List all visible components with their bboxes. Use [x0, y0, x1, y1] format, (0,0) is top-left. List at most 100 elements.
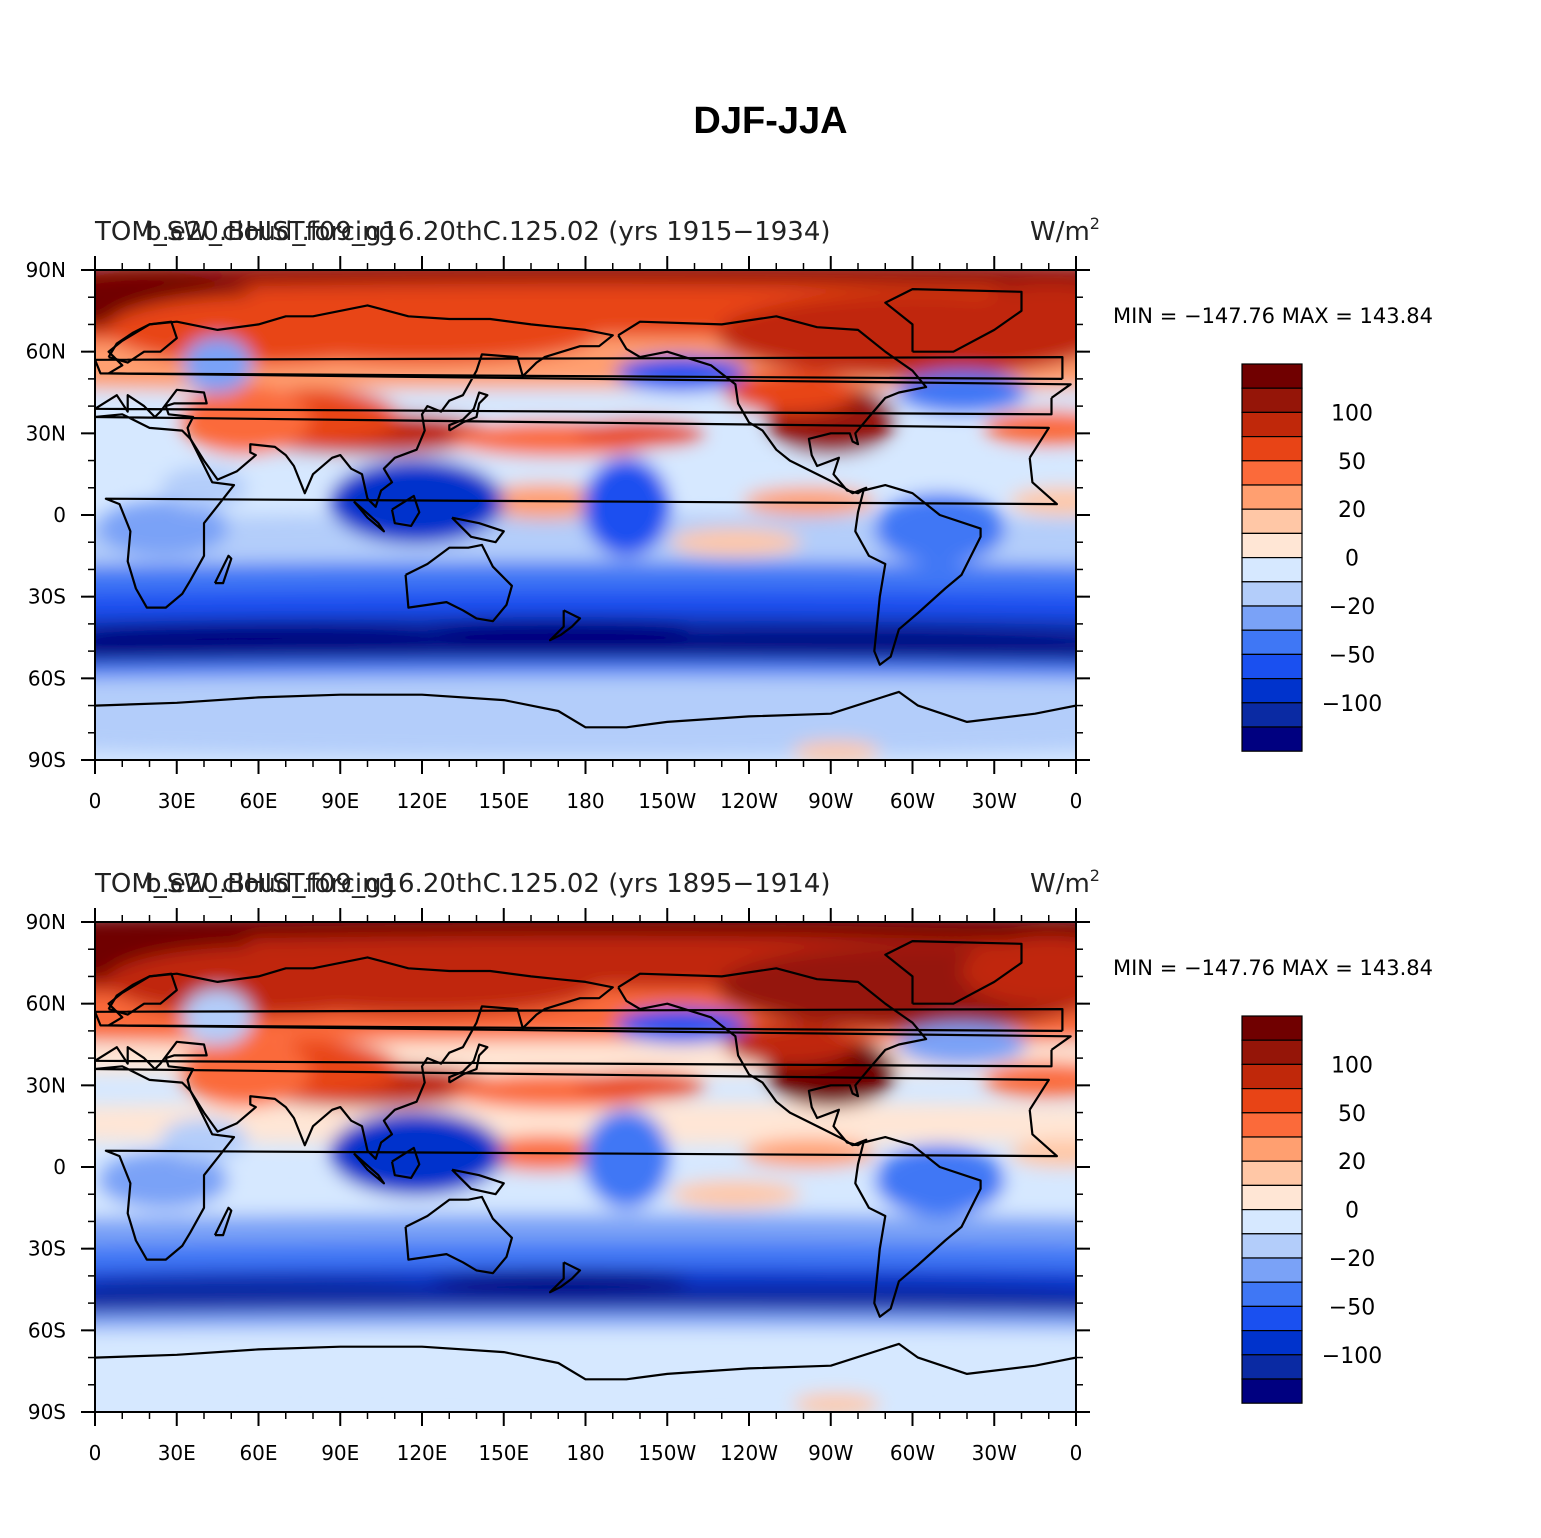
lon-tick-label: 60W: [890, 789, 935, 813]
colorbar-swatch: [1241, 508, 1303, 535]
colorbar-swatch: [1241, 436, 1303, 462]
colorbar-swatch: [1241, 653, 1303, 680]
lon-tick-label: 120E: [397, 1441, 448, 1465]
lat-tick-label: 60S: [28, 1318, 66, 1342]
lat-tick-label: 60S: [28, 666, 66, 690]
colorbar-swatch: [1241, 411, 1303, 438]
colorbar-swatch: [1241, 702, 1303, 728]
colorbar-label: 20: [1338, 498, 1366, 523]
lon-tick-label: 150W: [638, 789, 696, 813]
colorbar-swatch: [1241, 1378, 1303, 1404]
colorbar-swatch: [1241, 556, 1303, 583]
colorbar-swatch: [1241, 1184, 1303, 1211]
colorbar-swatch: [1241, 1112, 1303, 1138]
lat-tick-label: 30S: [28, 1237, 66, 1261]
colorbar: 100 50 20 0 −20 −50 −100: [1241, 1015, 1382, 1404]
min-max-label: MIN = −147.76 MAX = 143.84: [1113, 304, 1433, 328]
lon-tick-label: 60W: [890, 1441, 935, 1465]
lat-tick-label: 90S: [28, 748, 66, 772]
colorbar-label: 100: [1331, 1053, 1373, 1078]
panel-left-title: TOM_SW_cloud_forcing: [94, 869, 395, 899]
lat-tick-label: 90N: [26, 258, 66, 282]
colorbar-swatch: [1241, 1233, 1303, 1259]
lon-tick-label: 120W: [720, 1441, 778, 1465]
lon-tick-label: 0: [1070, 1441, 1083, 1465]
colorbar-label: −100: [1322, 692, 1382, 717]
lon-tick-label: 0: [1070, 789, 1083, 813]
colorbar-label: −50: [1329, 643, 1375, 668]
colorbar-swatch: [1241, 1160, 1303, 1186]
colorbar-swatch: [1241, 1329, 1303, 1356]
lon-tick-label: 150E: [478, 789, 529, 813]
lon-tick-label: 150W: [638, 1441, 696, 1465]
colorbar-swatch: [1241, 460, 1303, 486]
colorbar-label: 50: [1338, 450, 1366, 475]
colorbar-label: 20: [1338, 1150, 1366, 1175]
lat-tick-label: 60N: [26, 340, 66, 364]
lon-tick-label: 180: [566, 1441, 604, 1465]
colorbar-label: −20: [1329, 595, 1375, 620]
colorbar-label: −50: [1329, 1295, 1375, 1320]
lat-tick-label: 30N: [26, 1073, 66, 1097]
lat-tick-label: 30S: [28, 585, 66, 609]
panel-units: W/m2: [1030, 214, 1100, 247]
lon-tick-label: 90W: [808, 1441, 853, 1465]
lat-tick-label: 0: [53, 503, 66, 527]
colorbar-swatch: [1241, 1063, 1303, 1090]
map-panel-1: TOM_SW_cloud_forcing b.e20.BHIST.f09_g16…: [26, 214, 1433, 813]
colorbar-swatch: [1241, 1087, 1303, 1114]
lon-tick-label: 90E: [321, 789, 359, 813]
lon-tick-label: 90W: [808, 789, 853, 813]
colorbar-swatch: [1241, 726, 1303, 752]
coastlines: [95, 940, 1076, 1381]
colorbar-swatch: [1241, 605, 1303, 631]
lon-tick-label: 150E: [478, 1441, 529, 1465]
lon-tick-label: 120E: [397, 789, 448, 813]
map-axes: 0 30E 60E 90E 120E 150E 180 150W 120W 90W 60W 30W 09…: [26, 908, 1090, 1465]
lon-tick-label: 30W: [972, 789, 1017, 813]
colorbar-swatch: [1241, 1136, 1303, 1162]
colorbar-swatch: [1241, 387, 1303, 414]
colorbar: 100 50 20 0 −20 −50 −100: [1241, 363, 1382, 752]
colorbar-swatch: [1241, 1354, 1303, 1380]
colorbar-label: −20: [1329, 1247, 1375, 1272]
lon-tick-label: 30E: [158, 1441, 196, 1465]
lon-tick-label: 60E: [239, 789, 277, 813]
lon-tick-label: 30E: [158, 789, 196, 813]
colorbar-swatch: [1241, 1039, 1303, 1065]
lon-tick-label: 60E: [239, 1441, 277, 1465]
colorbar-swatch: [1241, 1015, 1303, 1041]
colorbar-label: 50: [1338, 1102, 1366, 1127]
map-field: [95, 270, 1076, 760]
lon-tick-label: 30W: [972, 1441, 1017, 1465]
panel-center-title: b.e20.BHIST.f09_g16.20thC.125.02 (yrs 19…: [145, 217, 831, 247]
panel-left-title: TOM_SW_cloud_forcing: [94, 217, 395, 247]
colorbar-swatch: [1241, 484, 1303, 510]
colorbar-label: −100: [1322, 1344, 1382, 1369]
colorbar-swatch: [1241, 532, 1303, 559]
colorbar-swatch: [1241, 1208, 1303, 1235]
min-max-label: MIN = −147.76 MAX = 143.84: [1113, 956, 1433, 980]
map-panel-2: TOM_SW_cloud_forcing b.e20.BHIST.f09_g16…: [26, 866, 1433, 1465]
panel-units: W/m2: [1030, 866, 1100, 899]
lon-tick-label: 0: [89, 1441, 102, 1465]
coastlines: [95, 288, 1076, 729]
map-field: [95, 922, 1076, 1412]
colorbar-swatch: [1241, 1305, 1303, 1332]
lat-tick-label: 30N: [26, 421, 66, 445]
panel-center-title: b.e20.BHIST.f09_g16.20thC.125.02 (yrs 18…: [145, 869, 831, 899]
lat-tick-label: 90S: [28, 1400, 66, 1424]
lon-tick-label: 120W: [720, 789, 778, 813]
colorbar-label: 100: [1331, 401, 1373, 426]
colorbar-swatch: [1241, 1257, 1303, 1283]
colorbar-swatch: [1241, 1281, 1303, 1307]
colorbar-swatch: [1241, 677, 1303, 704]
lon-tick-label: 0: [89, 789, 102, 813]
colorbar-label: 0: [1345, 547, 1359, 572]
map-axes: 0 30E 60E 90E 120E 150E 180 150W 120W 90W 60W 30W 09…: [26, 256, 1090, 813]
figure-title: DJF-JJA: [693, 100, 848, 142]
lat-tick-label: 60N: [26, 992, 66, 1016]
colorbar-swatch: [1241, 363, 1303, 389]
colorbar-label: 0: [1345, 1199, 1359, 1224]
